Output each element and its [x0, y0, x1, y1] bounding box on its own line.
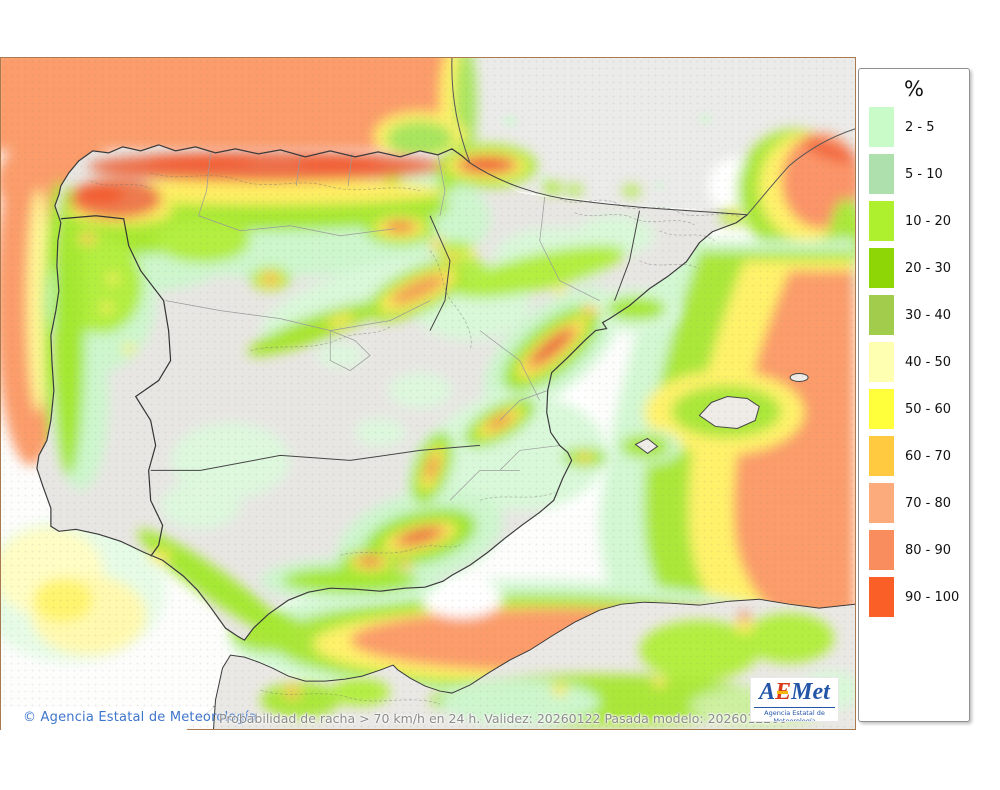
probability-map: © Agencia Estatal de Meteorología Probab…: [0, 57, 856, 730]
legend-label: 10 - 20: [905, 213, 952, 229]
map-image: [1, 58, 855, 729]
legend-item: 90 - 100: [869, 577, 969, 617]
legend-item: 80 - 90: [869, 530, 969, 570]
sea-minor-spots: [501, 113, 713, 190]
legend-label: 90 - 100: [905, 589, 960, 605]
legend-item: 20 - 30: [869, 248, 969, 288]
land-probability-areas: [45, 143, 749, 641]
legend-label: 80 - 90: [905, 542, 952, 558]
footer-bar: [1, 707, 214, 730]
africa-coastline: [213, 598, 855, 729]
legend-label: 60 - 70: [905, 448, 952, 464]
forecast-info-text: Probabilidad de racha > 70 km/h en 24 h.…: [219, 711, 788, 726]
logo-letter-a: A: [759, 679, 776, 705]
aemet-logo-text: AEMet: [751, 679, 838, 705]
france-coastline: [451, 58, 855, 216]
legend-swatch: [869, 107, 894, 147]
legend-title: %: [904, 77, 924, 101]
legend-item: 5 - 10: [869, 154, 969, 194]
legend-swatch: [869, 248, 894, 288]
legend-swatch: [869, 342, 894, 382]
legend-label: 50 - 60: [905, 401, 952, 417]
legend-item: 30 - 40: [869, 295, 969, 335]
aemet-logo: AEMet Agencia Estatal de Meteorología: [750, 677, 839, 722]
legend-label: 2 - 5: [905, 119, 935, 135]
province-borders: [165, 152, 600, 501]
legend-label: 40 - 50: [905, 354, 952, 370]
legend-panel: % 2 - 5 5 - 10 10 - 20 20 - 30 30 - 40 4…: [858, 68, 970, 722]
legend-swatch: [869, 577, 894, 617]
legend-item: 70 - 80: [869, 483, 969, 523]
portugal-border: [60, 215, 172, 557]
legend-label: 70 - 80: [905, 495, 952, 511]
legend-item: 60 - 70: [869, 436, 969, 476]
legend-swatch: [869, 295, 894, 335]
copyright-text: © Agencia Estatal de Meteorología: [23, 710, 257, 725]
legend-item: 2 - 5: [869, 107, 969, 147]
legend-swatch: [869, 436, 894, 476]
legend-label: 30 - 40: [905, 307, 952, 323]
logo-letter-e: E: [775, 679, 792, 705]
region-borders: [150, 162, 748, 471]
legend-swatch: [869, 483, 894, 523]
legend-item: 50 - 60: [869, 389, 969, 429]
sea-probability-northwest: [1, 58, 477, 481]
legend-label: 5 - 10: [905, 166, 943, 182]
legend-label: 20 - 30: [905, 260, 952, 276]
legend-swatch: [869, 530, 894, 570]
legend-swatch: [869, 201, 894, 241]
logo-letters-met: Met: [791, 679, 830, 705]
aemet-logo-tagline: Agencia Estatal de Meteorología: [754, 707, 835, 721]
balearic-islands: [634, 373, 809, 455]
iberia-coastline: [36, 144, 748, 641]
legend-swatch: [869, 154, 894, 194]
legend-item: 40 - 50: [869, 342, 969, 382]
legend-swatch: [869, 389, 894, 429]
legend-item: 10 - 20: [869, 201, 969, 241]
